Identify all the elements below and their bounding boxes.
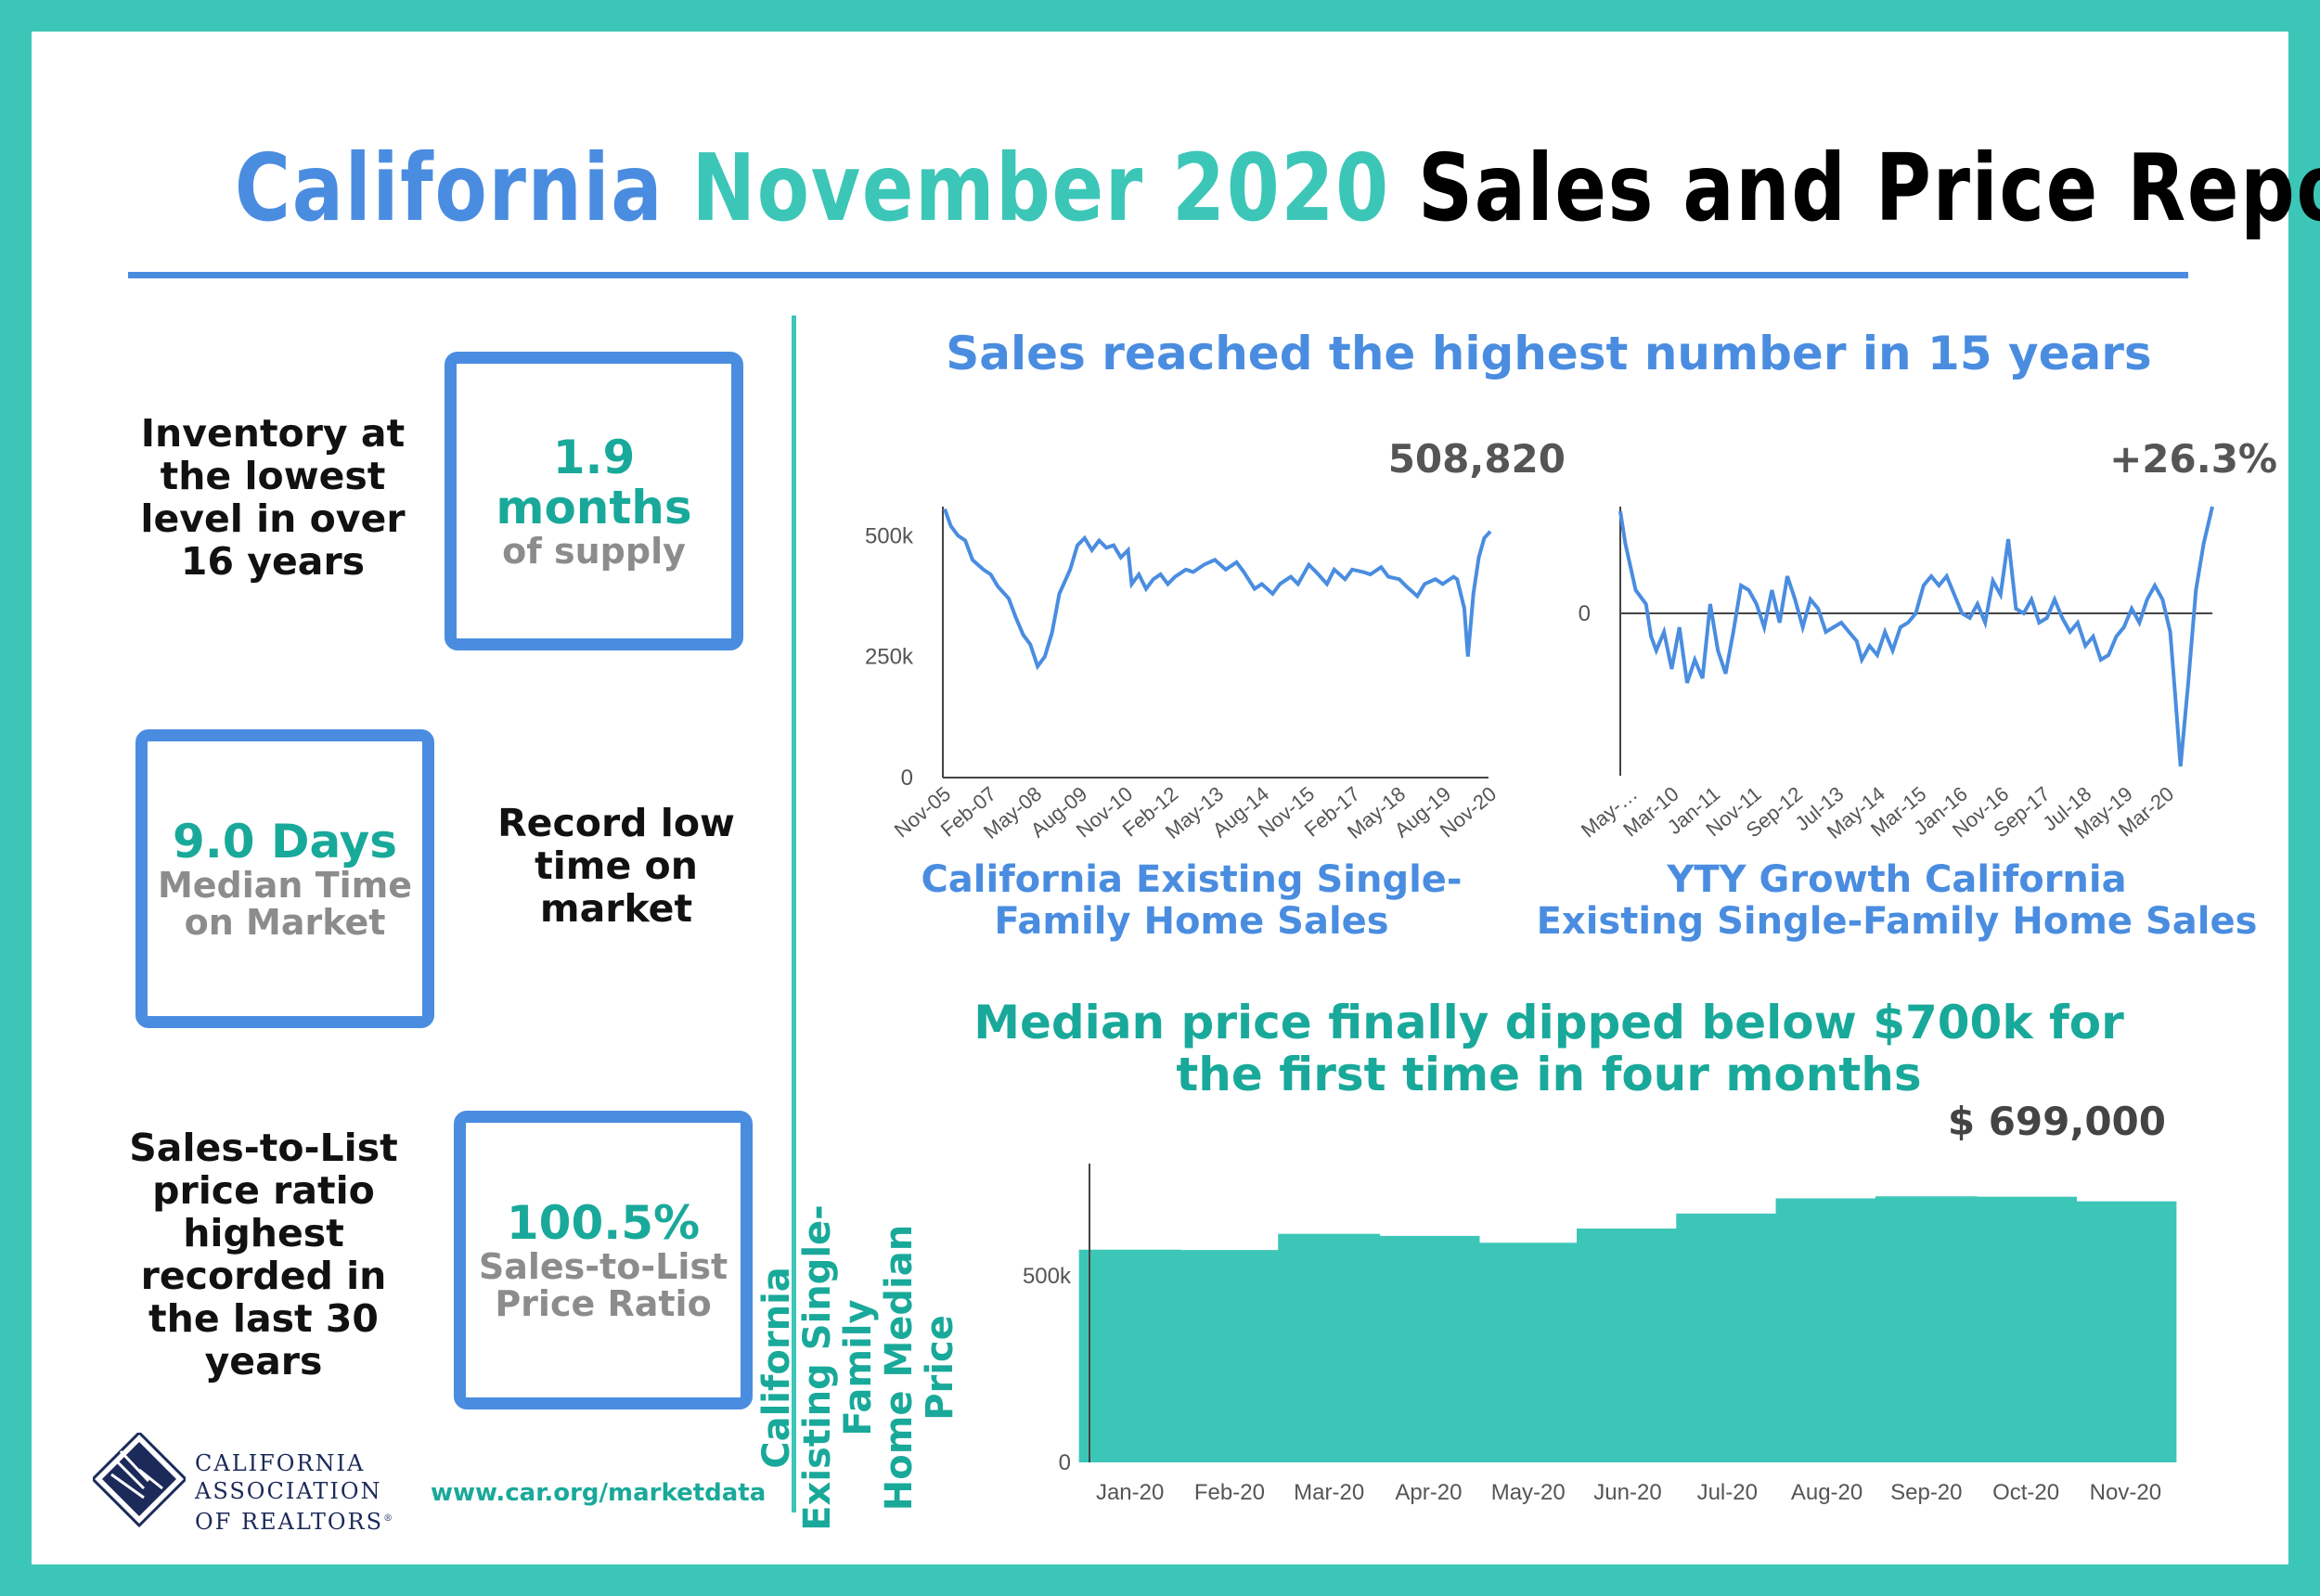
inventory-line-4: 16 years [180,539,366,584]
price-xtick-label: Oct-20 [1992,1480,2059,1505]
ylabel-line-3: Home Median Price [878,1224,961,1512]
title-part-1: California [234,134,664,242]
inventory-line-3: level in over [140,496,406,541]
price-bar [1078,1249,1181,1462]
time-line-3: market [539,886,693,931]
ratio-line-1: Sales-to-List [129,1126,398,1170]
price-heading-line-2: the first time in four months [1176,1048,1922,1101]
price-ytick-label: 0 [1059,1450,1071,1475]
price-bar [2074,1201,2177,1462]
yty-growth-line-chart: 0 May-…Mar-10Jan-11Nov-11Sep-12Jul-13May… [1577,506,2214,843]
yty-caption-line-2: Existing Single-Family Home Sales [1536,900,2258,943]
inventory-line-1: Inventory at [140,411,406,456]
price-xtick-label: Jan-20 [1096,1480,1164,1505]
sales-caption-line-2: Family Home Sales [994,900,1389,943]
yty-series-line [1618,506,2214,767]
ylabel-line-1: California [755,1267,798,1469]
price-bar [1975,1196,2078,1462]
time-line-2: time on [535,843,698,888]
months-of-supply-value: 1.9 [552,431,636,484]
median-time-label-2: on Market [184,902,386,943]
median-time-label-1: Median Time [157,865,413,906]
yty-latest-value: +26.3% [2109,436,2277,482]
inventory-description: Inventory at the lowest level in over 16… [115,412,431,583]
price-bar [1577,1228,1679,1462]
price-chart-ylabel: California Existing Single-Family Home M… [755,1173,961,1563]
price-xtick-label: Nov-20 [2090,1480,2161,1505]
price-bar [1377,1235,1480,1462]
months-of-supply-unit: months [496,481,692,534]
sales-ytick-label: 500k [865,523,914,548]
sales-caption-line-1: California Existing Single- [921,858,1463,901]
sales-to-list-label-1: Sales-to-List [478,1246,728,1287]
logo-line-1: CALIFORNIA [195,1450,366,1476]
car-logo-text: CALIFORNIA ASSOCIATION OF REALTORS® [195,1449,394,1536]
car-logo-icon [93,1433,186,1528]
price-xtick-label: Aug-20 [1791,1480,1862,1505]
market-data-link[interactable]: www.car.org/marketdata [431,1479,767,1507]
title-part-3: Sales and Price Report [1418,134,2320,242]
price-xtick-label: Jul-20 [1697,1480,1758,1505]
price-bar [1676,1213,1779,1462]
price-xtick-label: May-20 [1491,1480,1566,1505]
registered-mark: ® [383,1513,395,1524]
sales-series-line [943,508,1492,671]
ratio-line-2: price ratio [152,1168,375,1213]
sales-ytick-label: 0 [901,766,913,791]
ratio-description: Sales-to-List price ratio highest record… [115,1126,412,1383]
page-title: California November 2020 Sales and Price… [234,134,2320,242]
median-time-box: 9.0 Days Median Time on Market [135,729,434,1028]
months-of-supply-box: 1.9 months of supply [445,352,743,650]
yty-ytick-label: 0 [1579,601,1591,626]
infographic-page: California November 2020 Sales and Price… [32,32,2320,1564]
price-xtick-label: Apr-20 [1395,1480,1462,1505]
price-ytick-label: 500k [1023,1264,1072,1289]
price-xtick-label: Feb-20 [1194,1480,1265,1505]
price-bar [1178,1250,1281,1462]
title-part-2: November 2020 [691,134,1390,242]
sales-to-list-box: 100.5% Sales-to-List Price Ratio [454,1111,753,1409]
inventory-line-2: the lowest [160,454,386,498]
ylabel-line-2: Existing Single-Family [796,1204,880,1531]
column-divider [792,315,796,1512]
price-xtick-label: Jun-20 [1593,1480,1661,1505]
price-latest-value: $ 699,000 [1947,1099,2166,1144]
price-xtick-label: Mar-20 [1294,1480,1364,1505]
time-line-1: Record low [497,801,735,845]
price-xtick-label: Sep-20 [1890,1480,1962,1505]
logo-line-3: OF REALTORS [195,1509,384,1535]
sales-ytick-label: 250k [865,645,914,670]
median-time-value: 9.0 Days [172,815,398,869]
ratio-line-5: the last 30 [148,1296,379,1341]
ratio-line-3: highest [183,1211,344,1255]
price-bar [1875,1196,1978,1462]
price-heading: Median price finally dipped below $700k … [811,997,2287,1100]
price-bar [1775,1198,1878,1462]
price-bar [1278,1233,1381,1462]
yty-caption-line-1: YTY Growth California [1667,858,2127,901]
price-heading-line-1: Median price finally dipped below $700k … [973,996,2124,1049]
sales-chart-caption: California Existing Single- Family Home … [867,859,1516,943]
sales-to-list-value: 100.5% [506,1196,701,1250]
sales-latest-value: 508,820 [1387,436,1566,482]
logo-line-2: ASSOCIATION [195,1478,382,1504]
sales-to-list-label-2: Price Ratio [495,1283,712,1324]
ratio-line-4: recorded in [140,1254,387,1298]
price-bar [1476,1242,1579,1462]
title-divider [128,272,2188,278]
median-price-bar-chart: 0 500k Jan-20 Feb-20 Mar-20 Apr-20 May-20 Jun-… [1023,1164,2177,1505]
sales-heading: Sales reached the highest number in 15 y… [946,327,2152,380]
yty-chart-caption: YTY Growth California Existing Single-Fa… [1535,859,2259,943]
time-on-market-description: Record low time on market [458,802,774,930]
ratio-line-6: years [204,1339,323,1384]
months-of-supply-label: of supply [502,531,686,572]
